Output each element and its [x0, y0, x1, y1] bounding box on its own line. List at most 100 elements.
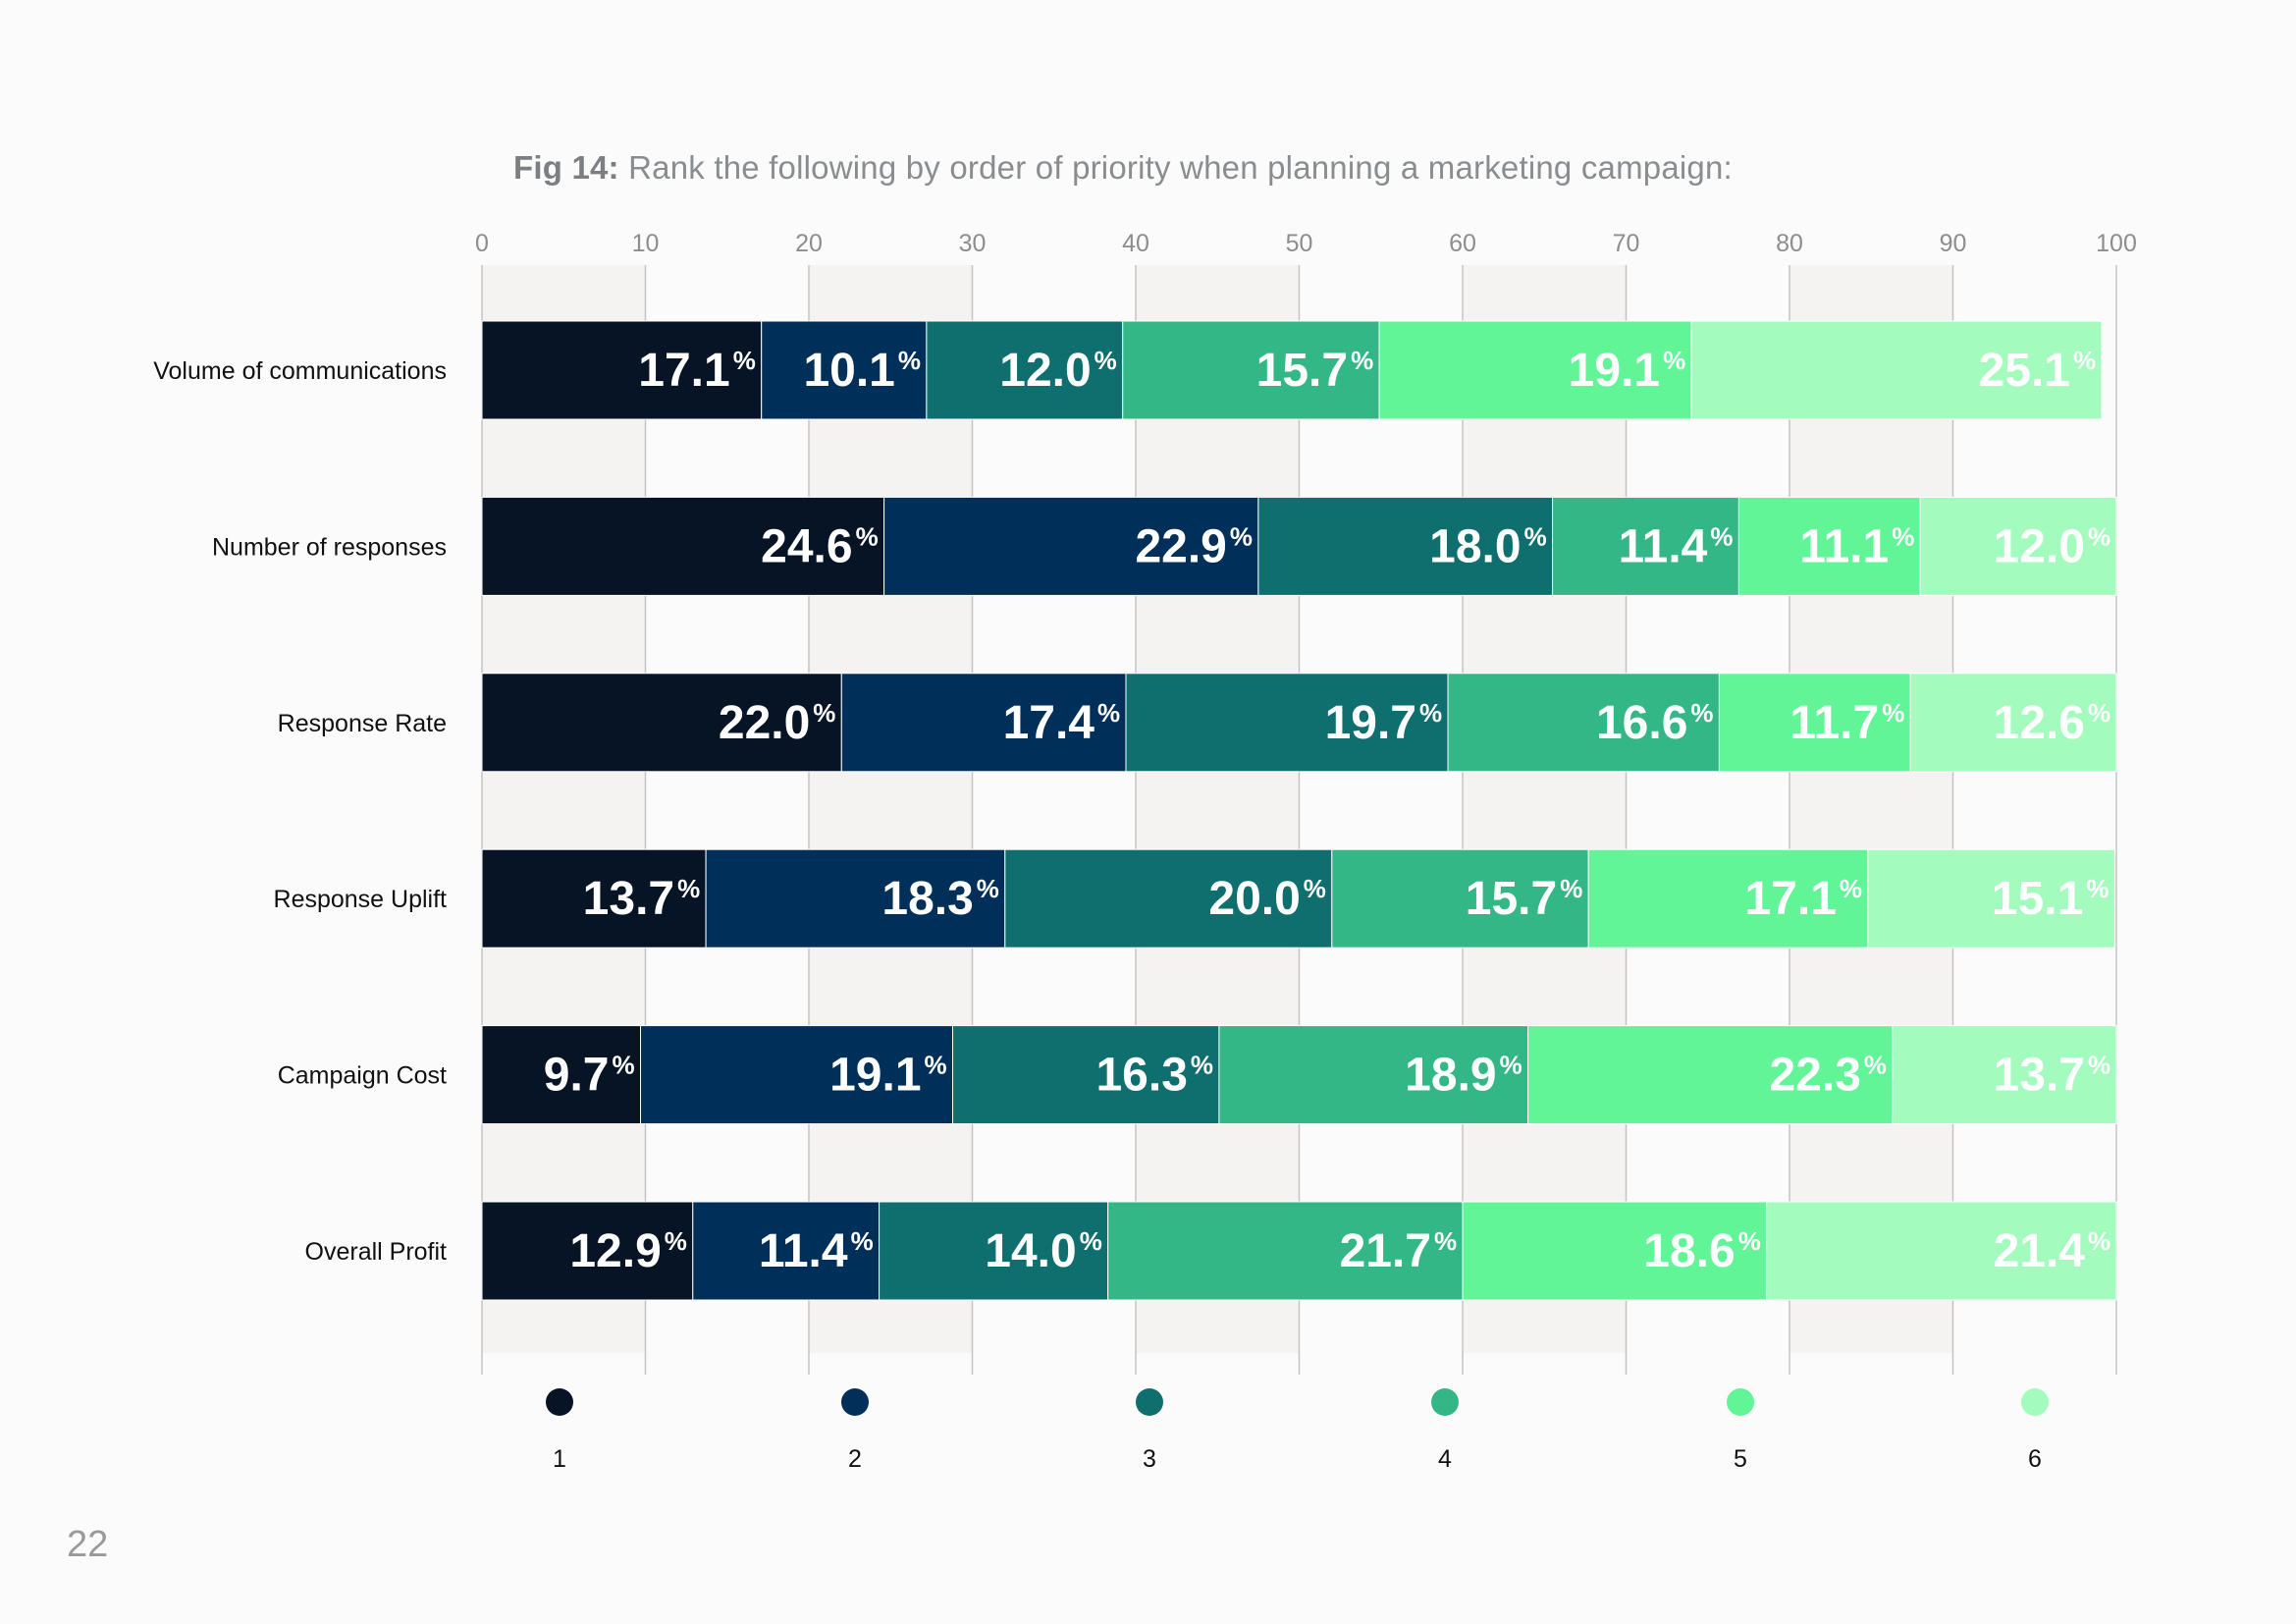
data-label: 16.6: [1596, 697, 1687, 749]
bar-segment: [481, 1025, 642, 1125]
data-label: 15.7: [1466, 873, 1557, 925]
bar-segment: [640, 1025, 954, 1125]
bar-segment: [481, 496, 885, 596]
bar-segment: [1718, 673, 1911, 773]
data-label-suffix: %: [1738, 1226, 1761, 1256]
data-label-suffix: %: [1864, 1051, 1887, 1080]
bar-segment: [761, 320, 928, 420]
bar-segment: [1527, 1025, 1894, 1125]
category-label: Campaign Cost: [278, 1062, 447, 1090]
data-label: 9.7: [544, 1050, 610, 1102]
data-label: 19.1: [1569, 345, 1660, 397]
data-label: 19.7: [1325, 697, 1416, 749]
data-label-suffix: %: [1500, 1051, 1522, 1080]
bar-segment: [1462, 1201, 1768, 1301]
data-label: 11.4: [759, 1225, 848, 1277]
x-tick-label: 90: [1940, 230, 1967, 257]
figure-title-text: Rank the following by order of priority …: [628, 149, 1733, 186]
data-label: 22.3: [1769, 1050, 1860, 1102]
bar-segment: [692, 1201, 881, 1301]
data-label-suffix: %: [1351, 346, 1373, 375]
data-label-suffix: %: [1882, 698, 1904, 728]
legend-marker: [1727, 1388, 1754, 1416]
data-label: 18.0: [1429, 520, 1521, 572]
legend-marker: [1136, 1388, 1163, 1416]
data-label-suffix: %: [733, 346, 756, 375]
data-label-suffix: %: [2088, 698, 2110, 728]
grid-band: [482, 265, 646, 1353]
data-label-suffix: %: [1710, 521, 1733, 551]
data-label-suffix: %: [856, 521, 879, 551]
category-label: Number of responses: [212, 533, 447, 561]
legend-label: 6: [2028, 1445, 2042, 1473]
data-label: 16.3: [1095, 1050, 1187, 1102]
grid-band: [809, 265, 973, 1353]
data-label-suffix: %: [1524, 521, 1547, 551]
data-label: 11.7: [1789, 697, 1879, 749]
x-tick-label: 50: [1286, 230, 1313, 257]
bar-segment: [952, 1025, 1220, 1125]
bar-segment: [1331, 848, 1589, 948]
bar-segment: [1218, 1025, 1529, 1125]
data-label-suffix: %: [925, 1051, 947, 1080]
data-label: 20.0: [1208, 873, 1300, 925]
page-number: 22: [67, 1524, 109, 1565]
data-label: 11.4: [1619, 520, 1708, 572]
grid-band: [1136, 265, 1300, 1353]
data-label-suffix: %: [1690, 698, 1713, 728]
grid-band: [1789, 265, 1953, 1353]
legend-marker: [546, 1388, 573, 1416]
x-tick-label: 30: [959, 230, 987, 257]
legend-label: 1: [553, 1445, 566, 1473]
bar-segment: [481, 673, 842, 773]
bar-segment: [705, 848, 1006, 948]
legend-marker: [841, 1388, 869, 1416]
data-label: 22.9: [1135, 520, 1226, 572]
bar-segment: [1690, 320, 2103, 420]
figure-title-lead: Fig 14:: [513, 149, 619, 186]
data-label-suffix: %: [1080, 1226, 1102, 1256]
bar-segment: [1107, 1201, 1464, 1301]
data-label-suffix: %: [677, 874, 700, 903]
data-label: 21.4: [1994, 1225, 2086, 1277]
data-label: 13.7: [1994, 1050, 2085, 1102]
bar-segment: [1004, 848, 1333, 948]
bar-segment: [1122, 320, 1380, 420]
category-label: Overall Profit: [305, 1238, 448, 1266]
data-label-suffix: %: [1304, 874, 1326, 903]
data-label: 12.9: [569, 1225, 661, 1277]
bar-segment: [1909, 673, 2117, 773]
x-tick-label: 20: [795, 230, 823, 257]
data-label-suffix: %: [2086, 874, 2109, 903]
data-label-suffix: %: [2088, 521, 2110, 551]
data-label: 17.1: [1744, 873, 1836, 925]
data-label: 10.1: [803, 345, 894, 397]
bar-segment: [1766, 1201, 2117, 1301]
category-label: Response Rate: [278, 710, 447, 737]
data-label: 13.7: [583, 873, 674, 925]
bar-segment: [1257, 496, 1554, 596]
bar-segment: [1447, 673, 1720, 773]
legend-label: 3: [1143, 1445, 1156, 1473]
data-label-suffix: %: [2088, 1051, 2110, 1080]
data-label-suffix: %: [665, 1226, 687, 1256]
bar-segment: [1587, 848, 1869, 948]
bar-segment: [926, 320, 1124, 420]
data-label: 21.7: [1340, 1225, 1431, 1277]
data-label-suffix: %: [1095, 346, 1117, 375]
data-label: 22.0: [719, 697, 810, 749]
bar-segment: [879, 1201, 1109, 1301]
bar-segment: [1919, 496, 2117, 596]
data-label: 15.1: [1992, 873, 2083, 925]
data-label-suffix: %: [1560, 874, 1582, 903]
category-label: Volume of communications: [153, 357, 447, 385]
legend-label: 5: [1734, 1445, 1747, 1473]
data-label-suffix: %: [1419, 698, 1442, 728]
data-label-suffix: %: [1097, 698, 1120, 728]
bar-segment: [1867, 848, 2115, 948]
bar-segment: [840, 673, 1127, 773]
data-label: 18.9: [1405, 1050, 1496, 1102]
bar-segment: [481, 320, 763, 420]
bar-segment: [883, 496, 1259, 596]
